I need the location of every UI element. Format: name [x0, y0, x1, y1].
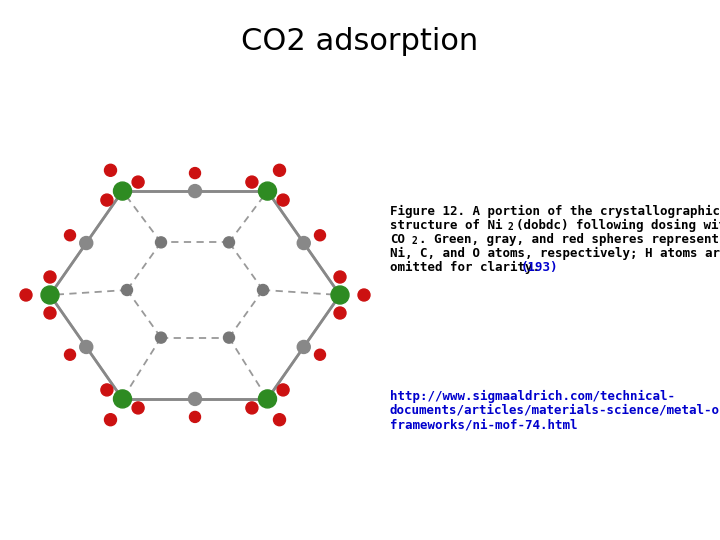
- Circle shape: [223, 332, 235, 343]
- Text: structure of Ni: structure of Ni: [390, 219, 503, 232]
- Circle shape: [44, 307, 56, 319]
- Circle shape: [246, 402, 258, 414]
- Circle shape: [189, 393, 202, 406]
- Circle shape: [65, 230, 76, 241]
- Circle shape: [65, 349, 76, 360]
- Circle shape: [132, 402, 144, 414]
- Circle shape: [189, 185, 202, 198]
- Circle shape: [101, 194, 113, 206]
- Circle shape: [189, 167, 200, 179]
- Circle shape: [277, 194, 289, 206]
- Circle shape: [156, 237, 166, 248]
- Text: . Green, gray, and red spheres represent: . Green, gray, and red spheres represent: [419, 233, 719, 246]
- Circle shape: [114, 182, 132, 200]
- Circle shape: [274, 414, 286, 426]
- Text: Ni, C, and O atoms, respectively; H atoms are: Ni, C, and O atoms, respectively; H atom…: [390, 247, 720, 260]
- Text: frameworks/ni-mof-74.html: frameworks/ni-mof-74.html: [390, 418, 577, 431]
- Circle shape: [358, 289, 370, 301]
- Circle shape: [20, 289, 32, 301]
- Circle shape: [104, 164, 117, 176]
- Circle shape: [101, 384, 113, 396]
- Text: http://www.sigmaaldrich.com/technical-: http://www.sigmaaldrich.com/technical-: [390, 390, 675, 403]
- Circle shape: [104, 414, 117, 426]
- Circle shape: [331, 286, 349, 304]
- Circle shape: [297, 340, 310, 354]
- Circle shape: [258, 182, 276, 200]
- Circle shape: [189, 411, 200, 422]
- Circle shape: [44, 271, 56, 283]
- Text: omitted for clarity.: omitted for clarity.: [390, 261, 540, 274]
- Circle shape: [114, 390, 132, 408]
- Circle shape: [223, 237, 235, 248]
- Circle shape: [334, 271, 346, 283]
- Circle shape: [246, 176, 258, 188]
- Text: 2: 2: [508, 222, 514, 232]
- Circle shape: [80, 340, 93, 354]
- Circle shape: [315, 349, 325, 360]
- Circle shape: [334, 307, 346, 319]
- Text: CO: CO: [390, 233, 405, 246]
- Circle shape: [258, 390, 276, 408]
- Circle shape: [122, 285, 132, 295]
- Circle shape: [41, 286, 59, 304]
- Circle shape: [132, 176, 144, 188]
- Text: (193): (193): [521, 261, 559, 274]
- Text: (dobdc) following dosing with: (dobdc) following dosing with: [516, 219, 720, 232]
- Circle shape: [315, 230, 325, 241]
- Text: documents/articles/materials-science/metal-organic-: documents/articles/materials-science/met…: [390, 404, 720, 417]
- Text: 2: 2: [411, 236, 417, 246]
- Circle shape: [274, 164, 286, 176]
- Text: CO2 adsorption: CO2 adsorption: [241, 28, 479, 57]
- Circle shape: [277, 384, 289, 396]
- Circle shape: [297, 237, 310, 249]
- Circle shape: [156, 332, 166, 343]
- Circle shape: [80, 237, 93, 249]
- Circle shape: [258, 285, 269, 295]
- Text: Figure 12. A portion of the crystallographic: Figure 12. A portion of the crystallogra…: [390, 205, 720, 218]
